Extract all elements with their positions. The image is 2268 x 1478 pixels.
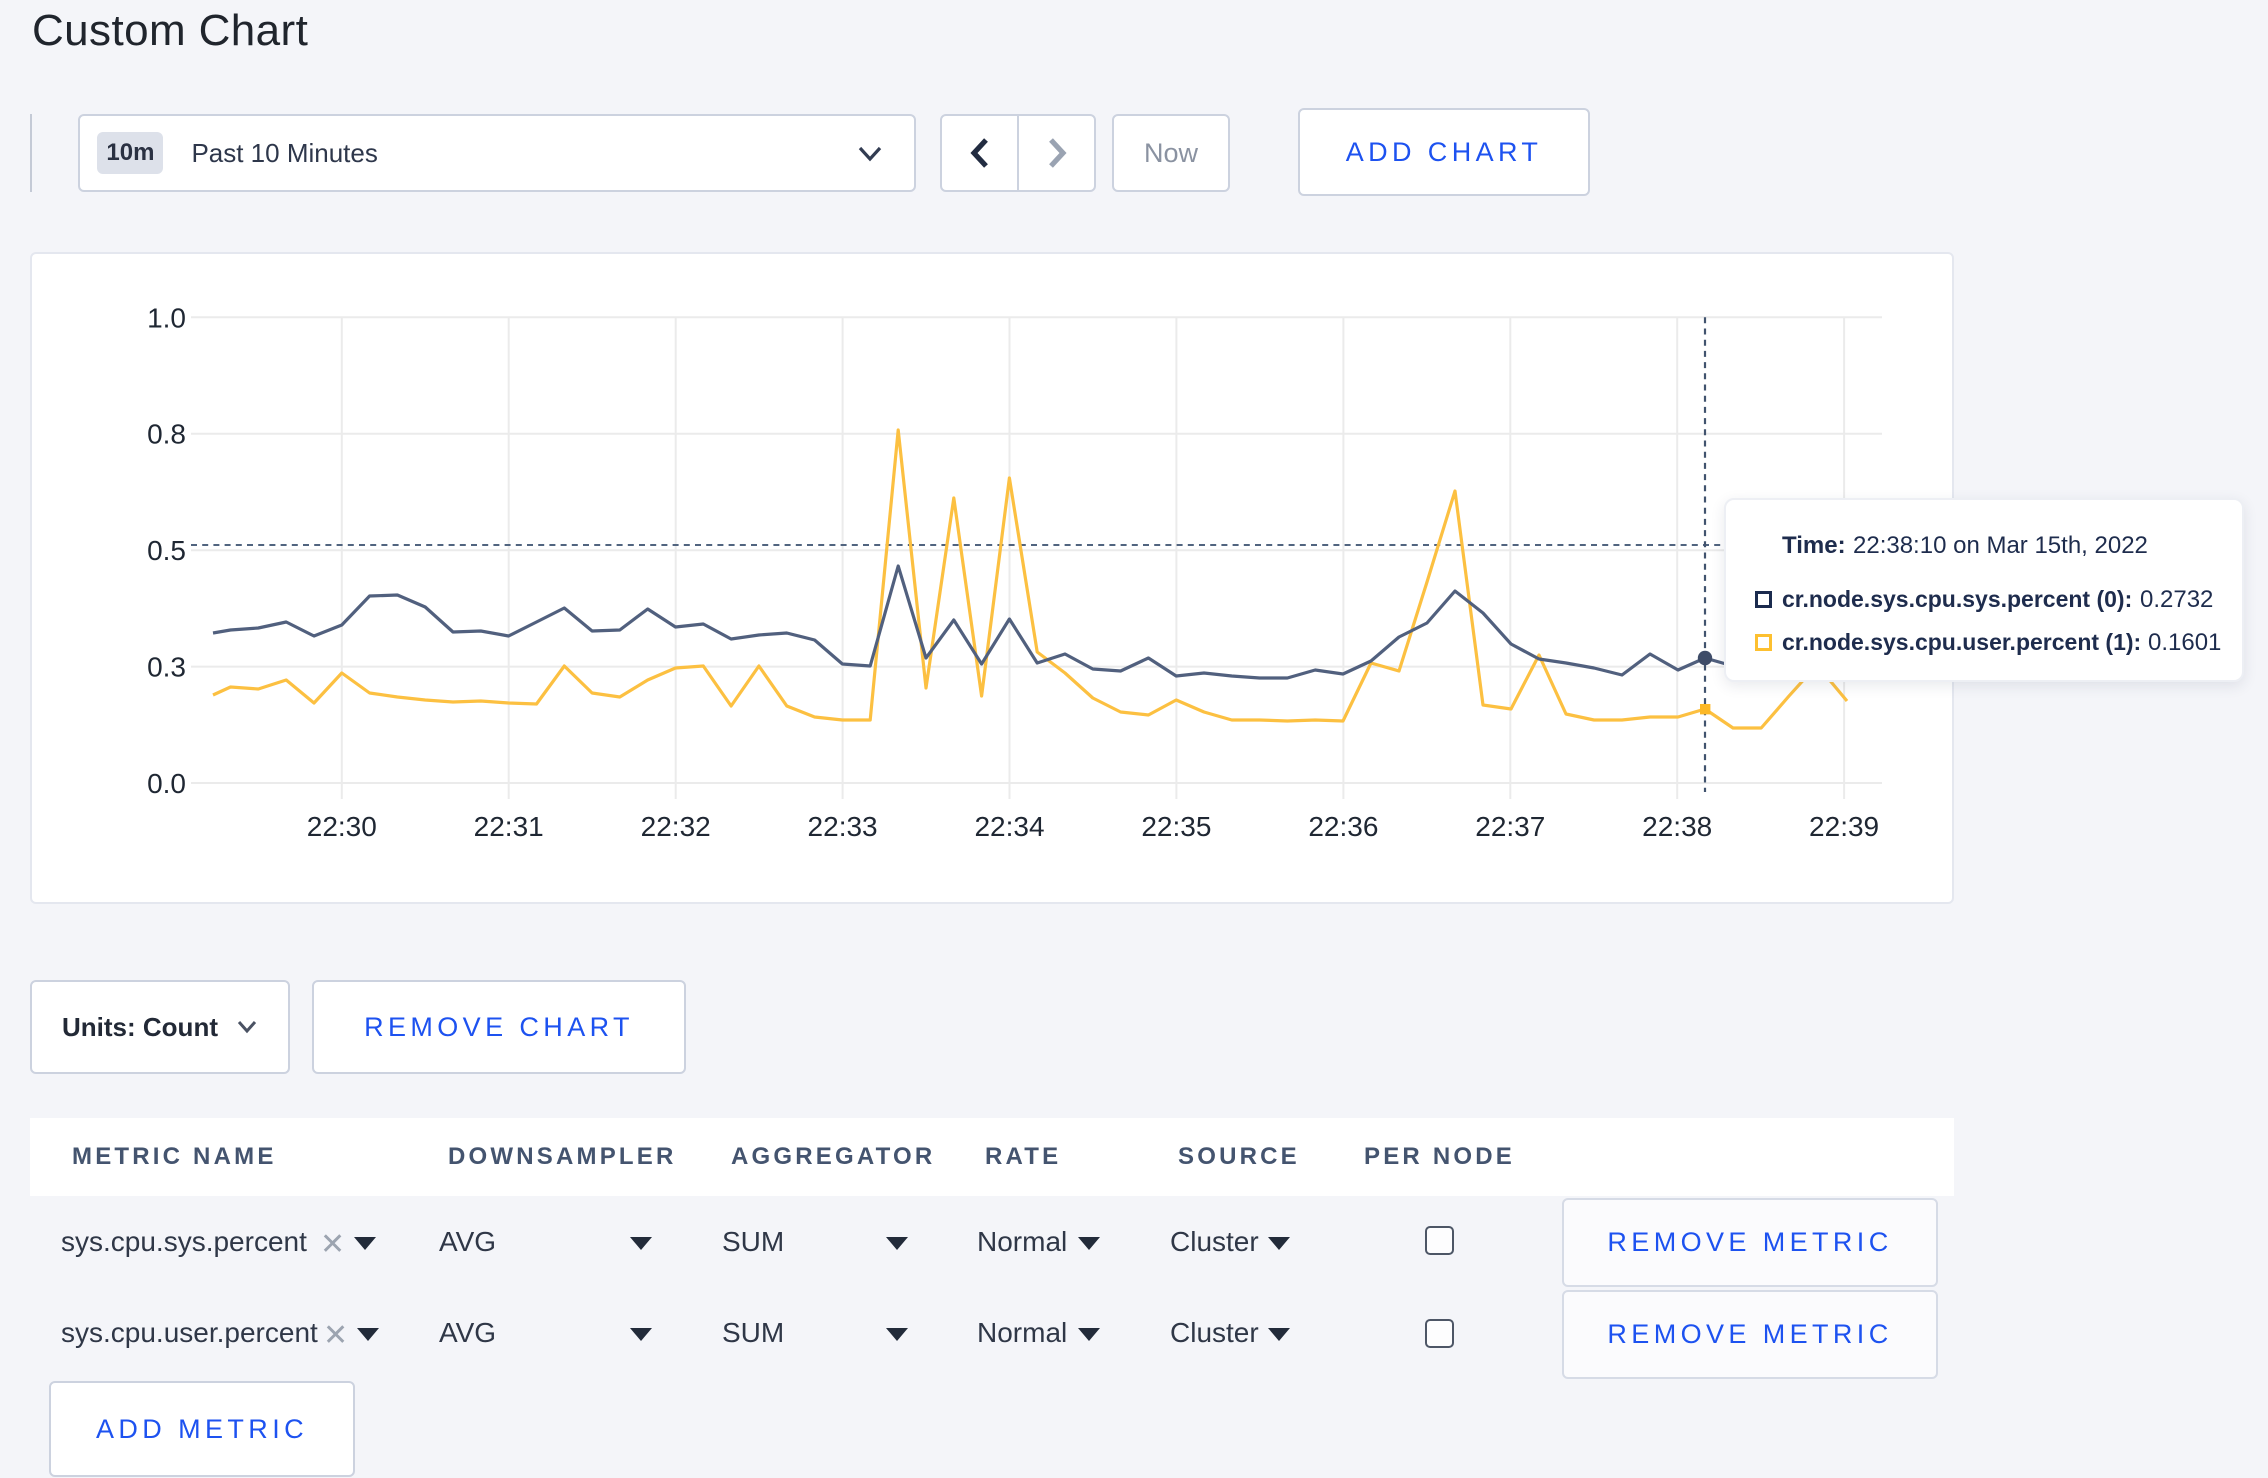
svg-text:0.3: 0.3 (147, 652, 186, 683)
svg-text:22:32: 22:32 (641, 811, 711, 842)
svg-text:22:31: 22:31 (474, 811, 544, 842)
svg-text:0.5: 0.5 (147, 535, 186, 566)
svg-text:0.0: 0.0 (147, 768, 186, 799)
svg-text:22:34: 22:34 (974, 811, 1044, 842)
svg-text:0.8: 0.8 (147, 419, 186, 450)
svg-text:22:39: 22:39 (1809, 811, 1879, 842)
svg-text:22:33: 22:33 (808, 811, 878, 842)
svg-text:1.0: 1.0 (147, 302, 186, 333)
svg-text:22:37: 22:37 (1475, 811, 1545, 842)
svg-text:22:30: 22:30 (307, 811, 377, 842)
svg-text:22:38: 22:38 (1642, 811, 1712, 842)
svg-text:22:35: 22:35 (1141, 811, 1211, 842)
svg-text:22:36: 22:36 (1308, 811, 1378, 842)
